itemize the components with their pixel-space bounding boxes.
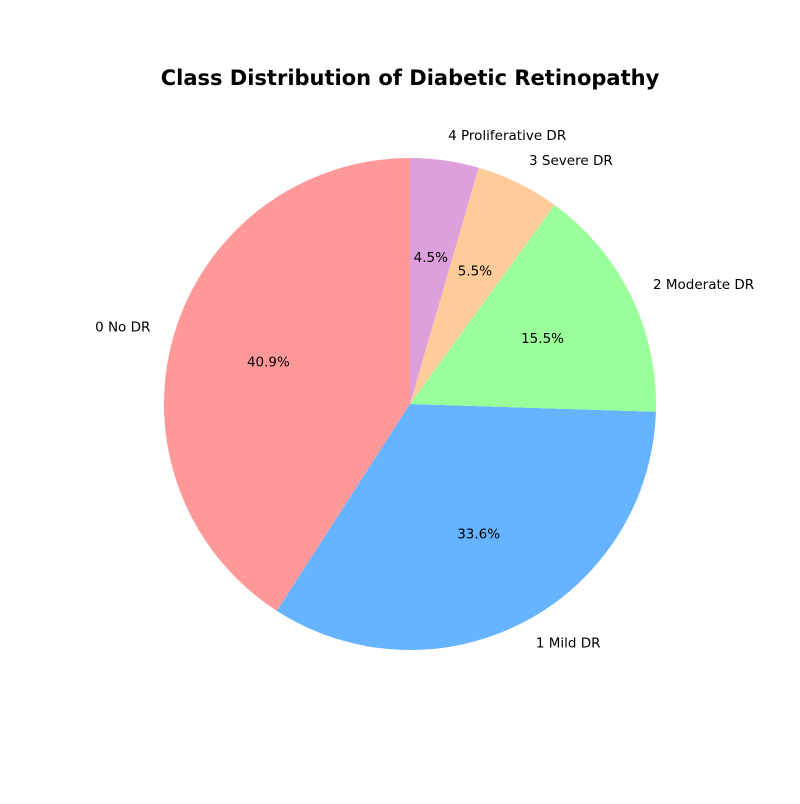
- slice-category-label: 2 Moderate DR: [653, 277, 754, 293]
- pie-slices: [163, 158, 656, 650]
- slice-percent-label: 4.5%: [414, 250, 448, 266]
- slice-percent-label: 40.9%: [247, 354, 290, 370]
- pie-slice: [410, 158, 479, 404]
- slice-percent-label: 5.5%: [458, 263, 492, 279]
- chart-title: Class Distribution of Diabetic Retinopat…: [160, 66, 660, 90]
- pie-percent-labels: 40.9% 33.6% 15.5% 5.5% 4.5%: [247, 250, 564, 543]
- pie-slice: [410, 204, 656, 412]
- pie-category-labels: 0 No DR 1 Mild DR 2 Moderate DR 3 Severe DR…: [95, 128, 754, 651]
- slice-category-label: 0 No DR: [95, 320, 150, 336]
- slice-percent-label: 15.5%: [521, 331, 564, 347]
- pie-slice: [410, 167, 555, 404]
- slice-category-label: 3 Severe DR: [529, 153, 613, 169]
- slice-category-label: 4 Proliferative DR: [448, 128, 566, 144]
- slice-category-label: 1 Mild DR: [536, 636, 601, 652]
- pie-slice: [276, 404, 656, 650]
- pie-slice: [163, 158, 410, 611]
- slice-percent-label: 33.6%: [457, 527, 500, 543]
